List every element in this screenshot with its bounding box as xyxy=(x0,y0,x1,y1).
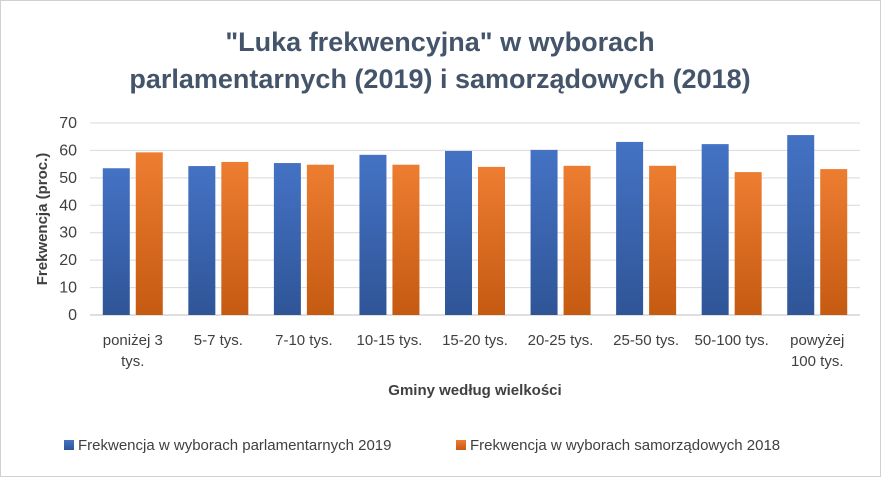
x-tick-label: powyżej xyxy=(790,332,844,349)
x-tick-label: 5-7 tys. xyxy=(194,332,243,349)
bar-local xyxy=(306,164,334,315)
bar-local xyxy=(392,164,420,315)
legend-swatch xyxy=(64,440,74,450)
bar-parliamentary xyxy=(787,135,815,315)
x-tick-label: poniżej 3 xyxy=(103,332,163,349)
bar-parliamentary xyxy=(701,144,729,315)
chart-title-line: "Luka frekwencyjna" w wyborach xyxy=(225,27,654,57)
y-tick-label: 60 xyxy=(59,142,77,159)
y-tick-label: 30 xyxy=(59,225,77,242)
x-axis-title: Gminy według wielkości xyxy=(388,382,561,399)
bar-parliamentary xyxy=(530,149,558,315)
x-tick-label: 50-100 tys. xyxy=(695,332,769,349)
bar-parliamentary xyxy=(273,163,301,315)
bar-local xyxy=(563,165,591,315)
x-tick-label: tys. xyxy=(121,353,144,370)
x-tick-label: 7-10 tys. xyxy=(275,332,333,349)
x-tick-label: 15-20 tys. xyxy=(442,332,508,349)
legend-label: Frekwencja w wyborach parlamentarnych 20… xyxy=(78,437,391,454)
x-tick-label: 100 tys. xyxy=(791,353,844,370)
x-tick-label: 10-15 tys. xyxy=(357,332,423,349)
y-tick-label: 70 xyxy=(59,115,77,132)
x-tick-label: 25-50 tys. xyxy=(613,332,679,349)
y-tick-label: 20 xyxy=(59,252,77,269)
bar-local xyxy=(478,166,505,315)
y-tick-label: 40 xyxy=(59,197,77,214)
bar-parliamentary xyxy=(616,141,644,315)
y-tick-label: 50 xyxy=(59,170,77,187)
y-tick-label: 10 xyxy=(59,280,77,297)
legend-swatch xyxy=(456,440,466,450)
bar-parliamentary xyxy=(445,150,472,315)
chart-title-line: parlamentarnych (2019) i samorządowych (… xyxy=(129,64,750,94)
legend-label: Frekwencja w wyborach samorządowych 2018 xyxy=(470,437,780,454)
bar-parliamentary xyxy=(102,168,130,315)
bar-local xyxy=(221,161,249,315)
y-axis-title: Frekwencja (proc.) xyxy=(34,153,51,286)
bar-local xyxy=(734,172,762,315)
y-tick-label: 0 xyxy=(68,307,77,324)
bar-parliamentary xyxy=(359,154,387,315)
bar-local xyxy=(820,169,848,315)
bar-parliamentary xyxy=(188,166,216,315)
bar-local xyxy=(649,165,677,315)
x-tick-label: 20-25 tys. xyxy=(528,332,594,349)
bar-local xyxy=(135,152,163,315)
